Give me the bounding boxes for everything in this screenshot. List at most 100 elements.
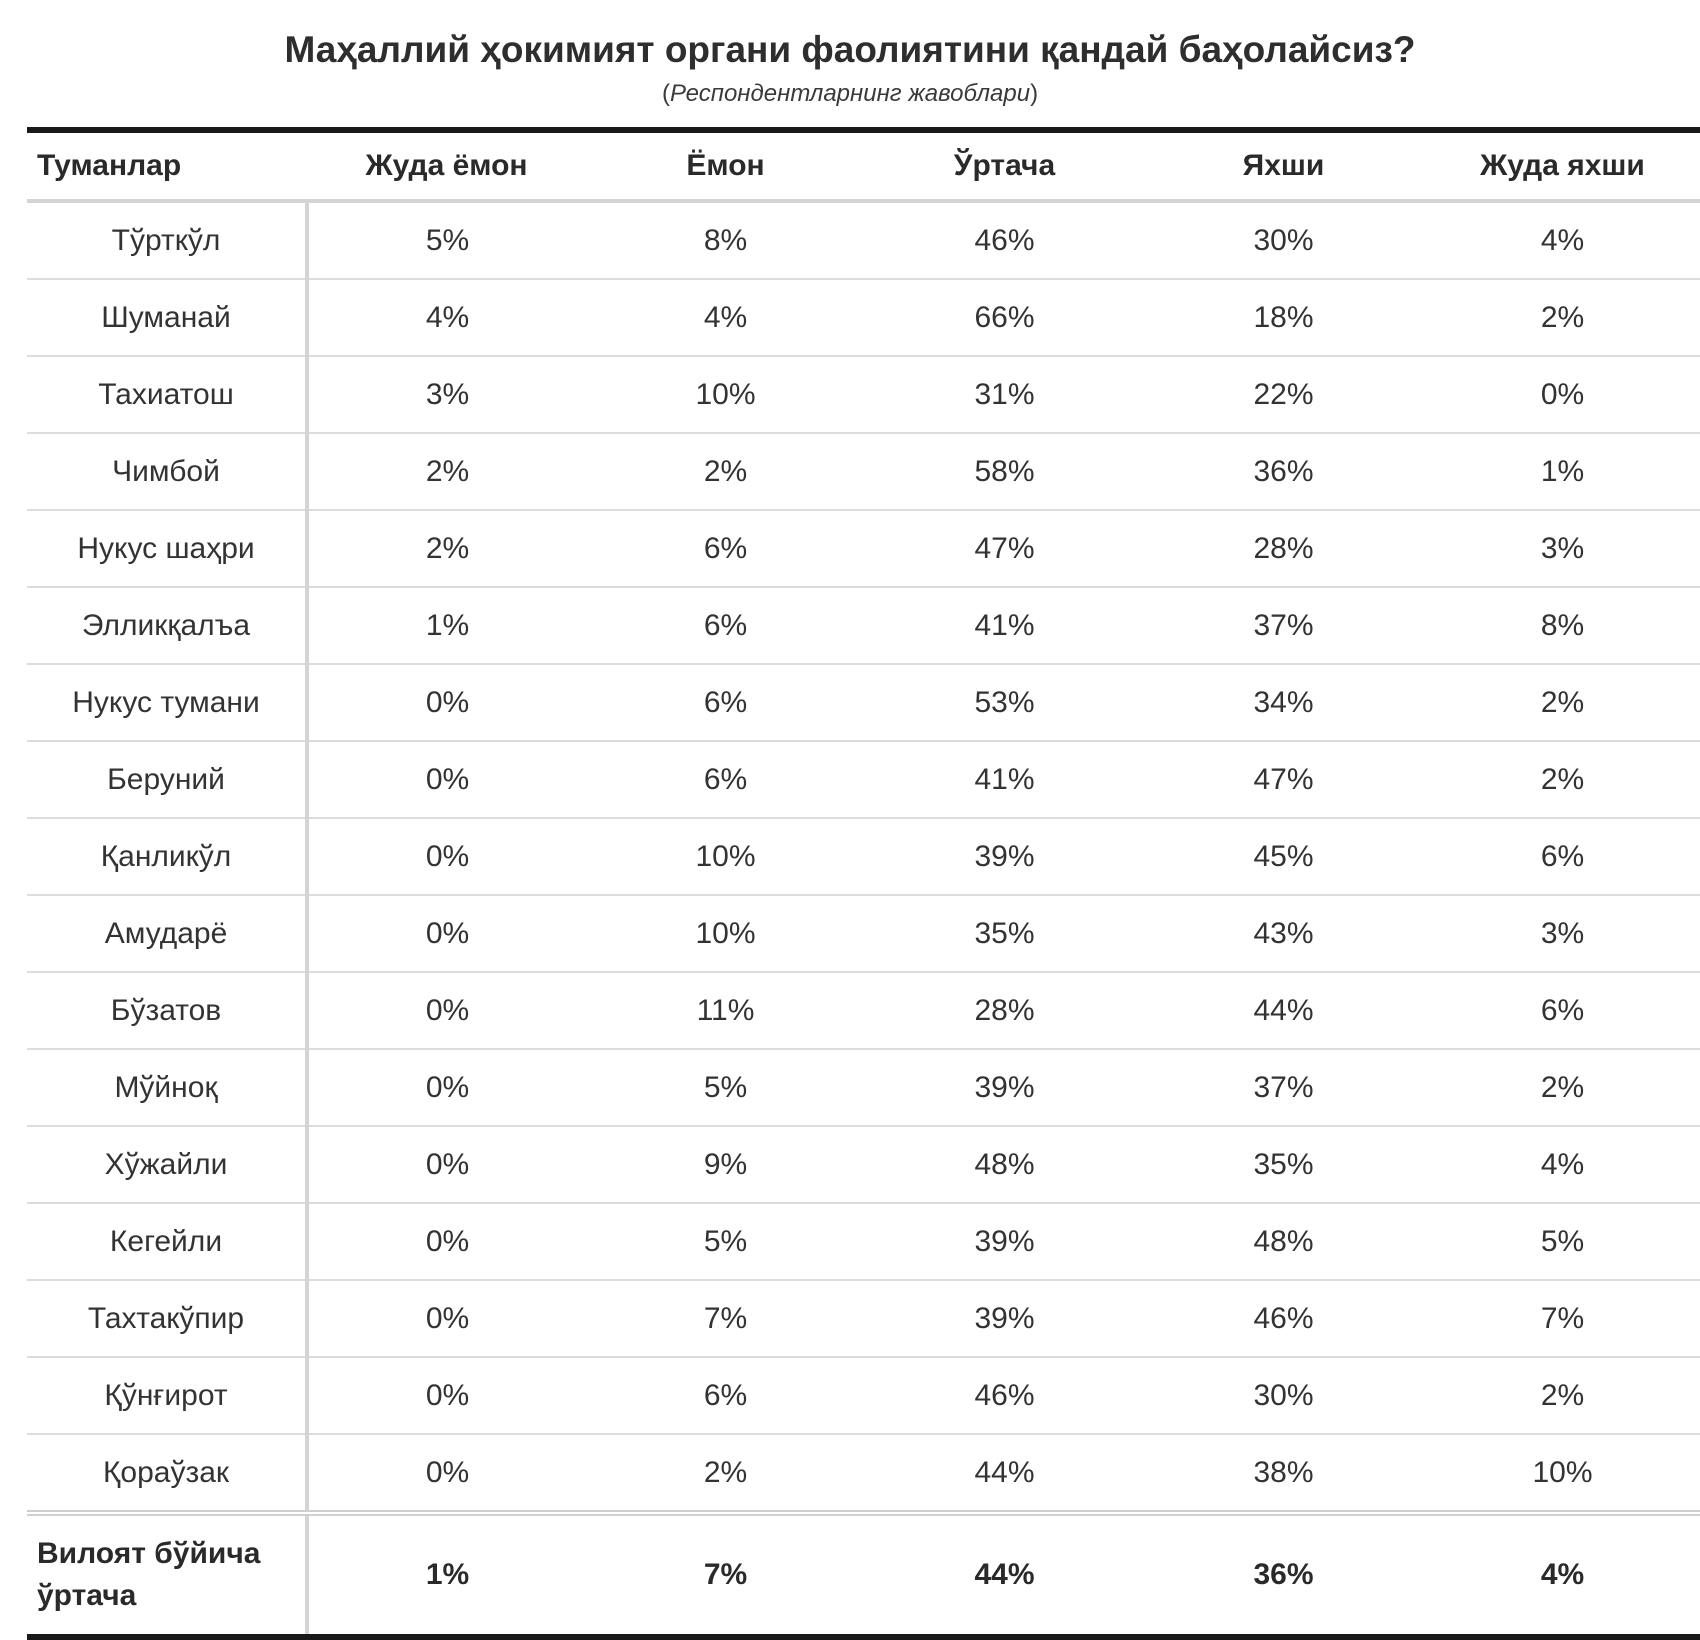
district-name: Хўжайли bbox=[27, 1126, 309, 1204]
table-body: Тўрткўл 5% 8% 46% 30% 4% Шуманай 4% 4% 66% 18% 2% Та… bbox=[27, 201, 1700, 1516]
footer-label-line1: Вилоят бўйича bbox=[37, 1537, 261, 1570]
table-row: Чимбой 2% 2% 58% 36% 1% bbox=[27, 433, 1700, 511]
percent-cell: 3% bbox=[1423, 510, 1700, 588]
table-row: Тахиатош 3% 10% 31% 22% 0% bbox=[27, 356, 1700, 434]
percent-cell: 6% bbox=[586, 741, 865, 819]
percent-cell: 6% bbox=[586, 664, 865, 742]
page: Маҳаллий ҳокимият органи фаолиятини қанд… bbox=[27, 0, 1700, 1640]
percent-cell: 2% bbox=[1423, 1357, 1700, 1435]
percent-cell: 6% bbox=[1423, 972, 1700, 1050]
header-bad: Ёмон bbox=[586, 127, 865, 203]
percent-cell: 0% bbox=[307, 1203, 586, 1281]
percent-cell: 44% bbox=[865, 1434, 1144, 1516]
percent-cell: 8% bbox=[586, 201, 865, 280]
table-row: Қўнғирот 0% 6% 46% 30% 2% bbox=[27, 1357, 1700, 1435]
percent-cell: 18% bbox=[1144, 279, 1423, 357]
percent-cell: 4% bbox=[1423, 1126, 1700, 1204]
district-name: Амударё bbox=[27, 895, 309, 973]
footer-label: Вилоят бўйича ўртача bbox=[27, 1513, 309, 1640]
percent-cell: 2% bbox=[1423, 664, 1700, 742]
percent-cell: 1% bbox=[307, 587, 586, 665]
percent-cell: 28% bbox=[1144, 510, 1423, 588]
percent-cell: 45% bbox=[1144, 818, 1423, 896]
percent-cell: 39% bbox=[865, 1049, 1144, 1127]
percent-cell: 1% bbox=[1423, 433, 1700, 511]
table-row: Бўзатов 0% 11% 28% 44% 6% bbox=[27, 972, 1700, 1050]
percent-cell: 5% bbox=[1423, 1203, 1700, 1281]
subtitle-open-paren: ( bbox=[661, 80, 670, 107]
percent-cell: 7% bbox=[586, 1280, 865, 1358]
header-districts: Туманлар bbox=[27, 127, 307, 203]
percent-cell: 10% bbox=[1423, 1434, 1700, 1516]
percent-cell: 48% bbox=[865, 1126, 1144, 1204]
percent-cell: 0% bbox=[307, 972, 586, 1050]
header-very-bad: Жуда ёмон bbox=[307, 127, 586, 203]
percent-cell: 66% bbox=[865, 279, 1144, 357]
percent-cell: 3% bbox=[1423, 895, 1700, 973]
percent-cell: 0% bbox=[307, 1126, 586, 1204]
table-row: Нукус шаҳри 2% 6% 47% 28% 3% bbox=[27, 510, 1700, 588]
percent-cell: 4% bbox=[1423, 201, 1700, 280]
table-row: Амударё 0% 10% 35% 43% 3% bbox=[27, 895, 1700, 973]
table-row: Хўжайли 0% 9% 48% 35% 4% bbox=[27, 1126, 1700, 1204]
percent-cell: 44% bbox=[1144, 972, 1423, 1050]
percent-cell: 35% bbox=[1144, 1126, 1423, 1204]
percent-cell: 4% bbox=[307, 279, 586, 357]
table-footer: Вилоят бўйича ўртача 1% 7% 44% 36% 4% bbox=[27, 1513, 1700, 1640]
percent-cell: 53% bbox=[865, 664, 1144, 742]
percent-cell: 5% bbox=[307, 201, 586, 280]
percent-cell: 10% bbox=[586, 895, 865, 973]
percent-cell: 2% bbox=[1423, 1049, 1700, 1127]
header-average: Ўртача bbox=[865, 127, 1144, 203]
percent-cell: 38% bbox=[1144, 1434, 1423, 1516]
percent-cell: 58% bbox=[865, 433, 1144, 511]
district-name: Чимбой bbox=[27, 433, 309, 511]
percent-cell: 0% bbox=[307, 664, 586, 742]
footer-label-line2: ўртача bbox=[37, 1579, 137, 1612]
percent-cell: 48% bbox=[1144, 1203, 1423, 1281]
percent-cell: 41% bbox=[865, 741, 1144, 819]
district-name: Элликқалъа bbox=[27, 587, 309, 665]
percent-cell: 37% bbox=[1144, 587, 1423, 665]
ratings-table: Туманлар Жуда ёмон Ёмон Ўртача Яхши Жуда… bbox=[27, 127, 1700, 1640]
table-row: Қораўзак 0% 2% 44% 38% 10% bbox=[27, 1434, 1700, 1516]
percent-cell: 39% bbox=[865, 1280, 1144, 1358]
table-row: Шуманай 4% 4% 66% 18% 2% bbox=[27, 279, 1700, 357]
percent-cell: 0% bbox=[307, 1434, 586, 1516]
percent-cell: 8% bbox=[1423, 587, 1700, 665]
percent-cell: 35% bbox=[865, 895, 1144, 973]
percent-cell: 30% bbox=[1144, 1357, 1423, 1435]
table-header: Туманлар Жуда ёмон Ёмон Ўртача Яхши Жуда… bbox=[27, 127, 1700, 203]
percent-cell: 9% bbox=[586, 1126, 865, 1204]
district-name: Тахтакўпир bbox=[27, 1280, 309, 1358]
percent-cell: 31% bbox=[865, 356, 1144, 434]
page-subtitle: (Респондентларнинг жавоблари) bbox=[0, 79, 1700, 109]
table-row: Қанликўл 0% 10% 39% 45% 6% bbox=[27, 818, 1700, 896]
percent-cell: 22% bbox=[1144, 356, 1423, 434]
percent-cell: 3% bbox=[307, 356, 586, 434]
percent-cell: 28% bbox=[865, 972, 1144, 1050]
percent-cell: 6% bbox=[586, 587, 865, 665]
percent-cell: 10% bbox=[586, 356, 865, 434]
percent-cell: 39% bbox=[865, 818, 1144, 896]
table-row: Нукус тумани 0% 6% 53% 34% 2% bbox=[27, 664, 1700, 742]
percent-cell: 47% bbox=[1144, 741, 1423, 819]
percent-cell: 0% bbox=[307, 895, 586, 973]
district-name: Шуманай bbox=[27, 279, 309, 357]
footer-row: Вилоят бўйича ўртача 1% 7% 44% 36% 4% bbox=[27, 1513, 1700, 1640]
table-row: Беруний 0% 6% 41% 47% 2% bbox=[27, 741, 1700, 819]
subtitle-close-paren: ) bbox=[1030, 80, 1039, 107]
percent-cell: 0% bbox=[1423, 356, 1700, 434]
percent-cell: 0% bbox=[307, 1280, 586, 1358]
percent-cell: 0% bbox=[307, 818, 586, 896]
table-row: Тўрткўл 5% 8% 46% 30% 4% bbox=[27, 201, 1700, 280]
percent-cell: 2% bbox=[307, 433, 586, 511]
percent-cell: 41% bbox=[865, 587, 1144, 665]
percent-cell: 0% bbox=[307, 1357, 586, 1435]
percent-cell: 7% bbox=[1423, 1280, 1700, 1358]
table-row: Мўйноқ 0% 5% 39% 37% 2% bbox=[27, 1049, 1700, 1127]
subtitle-text: Респондентларнинг жавоблари bbox=[669, 80, 1031, 107]
percent-cell: 46% bbox=[865, 201, 1144, 280]
percent-cell: 2% bbox=[1423, 279, 1700, 357]
table-row: Тахтакўпир 0% 7% 39% 46% 7% bbox=[27, 1280, 1700, 1358]
